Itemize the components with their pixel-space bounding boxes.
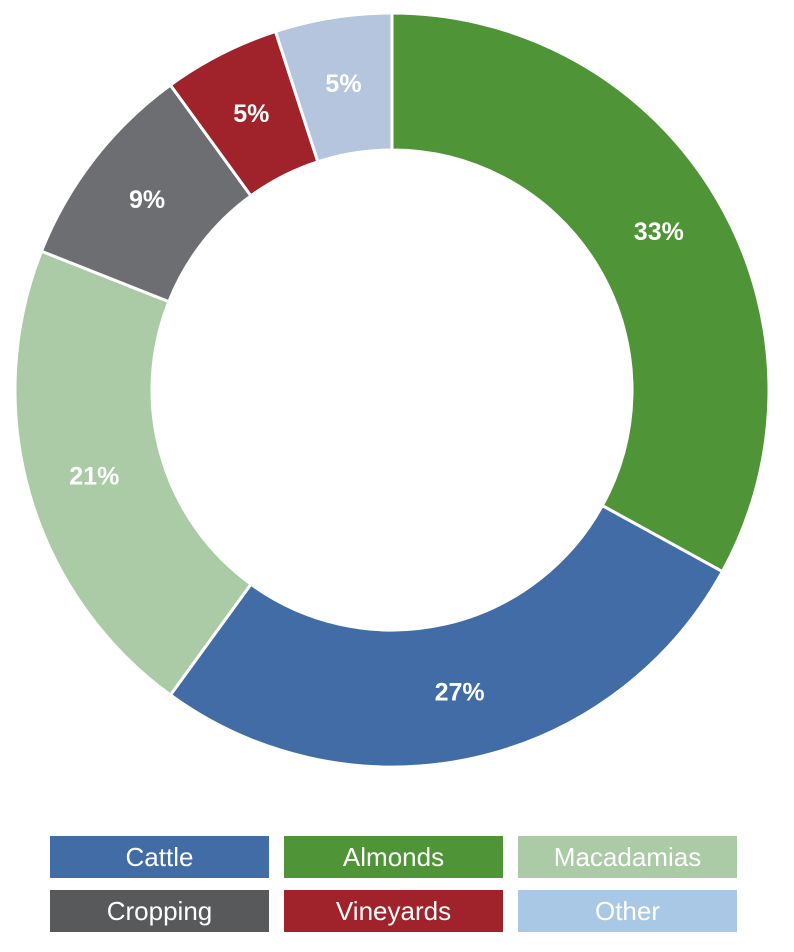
slice-other (273, 11, 394, 164)
slice-label-cropping: 9% (129, 186, 165, 214)
legend: Cattle Almonds Macadamias Cropping Viney… (50, 836, 738, 932)
slice-label-other: 5% (325, 70, 361, 98)
legend-item-other: Other (518, 890, 737, 932)
slice-almonds (390, 11, 771, 574)
donut-svg: 33% 27% 21% 9% 5% 5% (13, 11, 771, 769)
legend-item-macadamias: Macadamias (518, 836, 737, 878)
donut-chart: 33% 27% 21% 9% 5% 5% (13, 11, 771, 769)
legend-item-cropping: Cropping (50, 890, 269, 932)
slice-macadamias (13, 249, 254, 698)
slice-cattle (168, 503, 725, 769)
slice-label-cattle: 27% (435, 679, 485, 707)
legend-item-almonds: Almonds (284, 836, 503, 878)
slice-label-almonds: 33% (634, 218, 684, 246)
legend-item-vineyards: Vineyards (284, 890, 503, 932)
slice-label-macadamias: 21% (69, 462, 119, 490)
slice-label-vineyards: 5% (233, 100, 269, 128)
legend-item-cattle: Cattle (50, 836, 269, 878)
